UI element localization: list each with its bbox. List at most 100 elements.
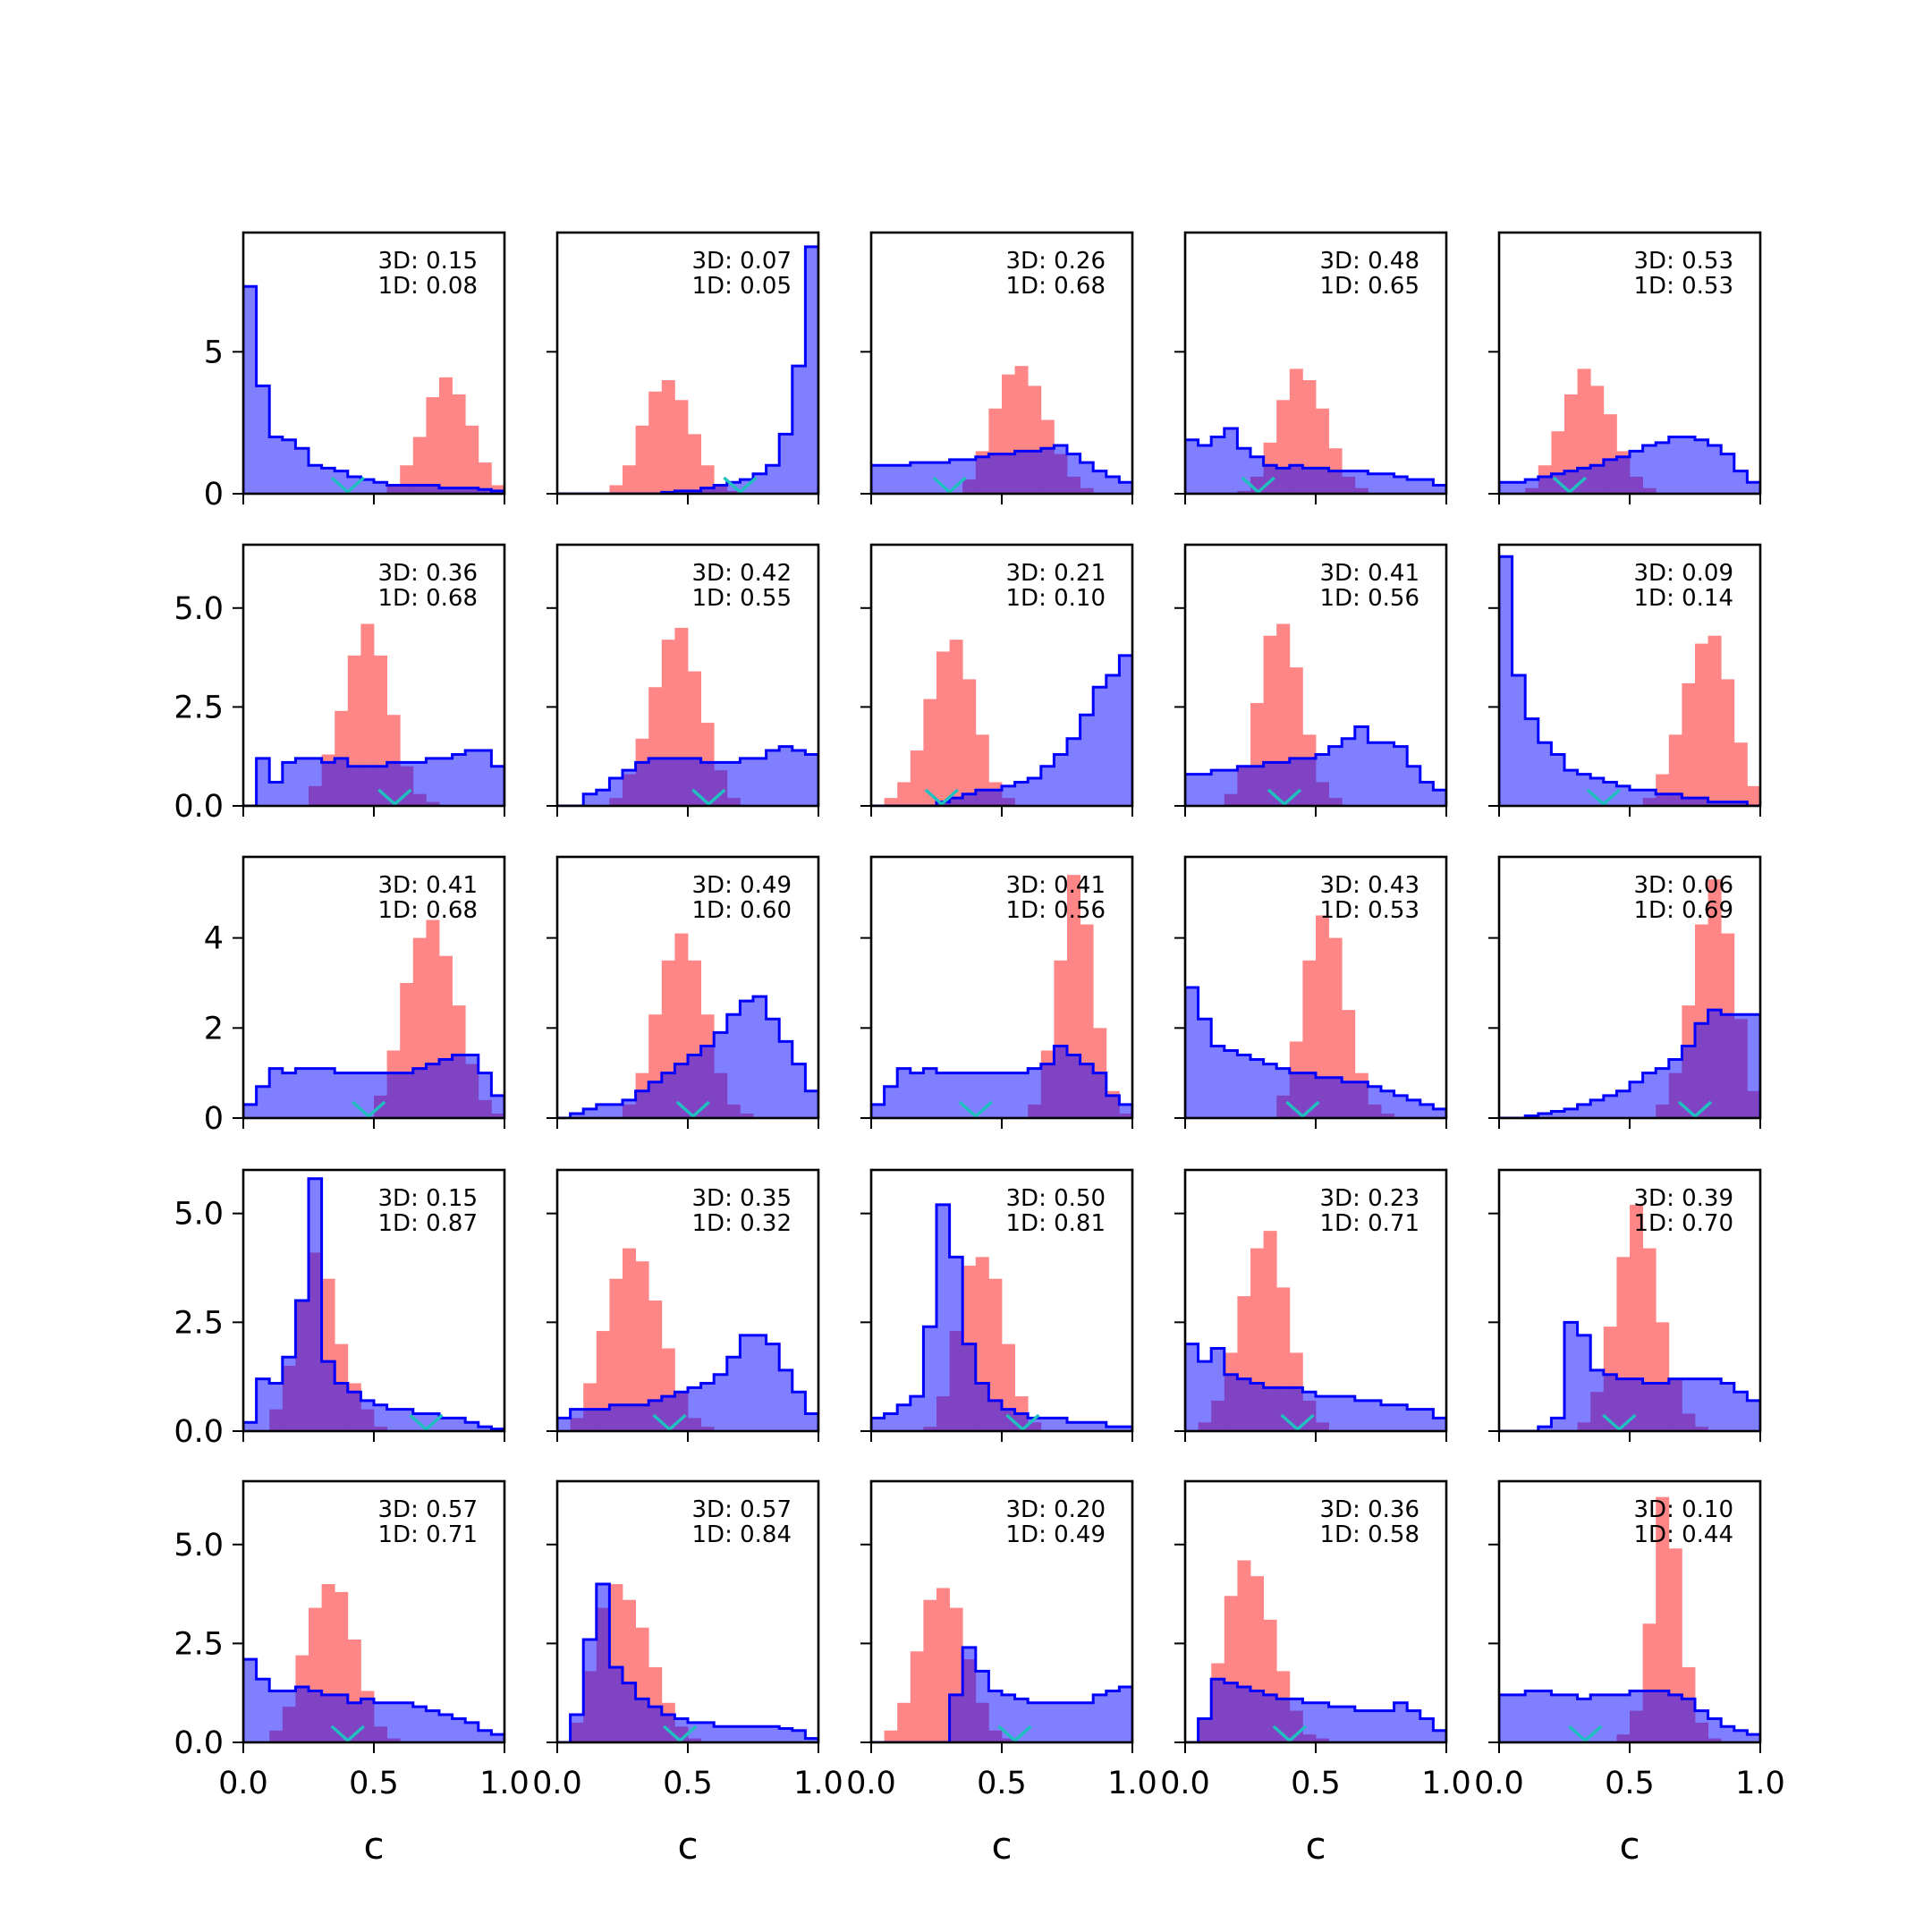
red-hist-bar [478, 462, 492, 494]
plot-area [1185, 369, 1446, 494]
plot-area [1499, 1496, 1760, 1742]
blue-hist-outline [871, 444, 1132, 494]
red-hist-bar [452, 394, 466, 494]
blue-hist-area [557, 746, 818, 806]
blue-hist-outline [1185, 986, 1446, 1118]
marker-icon [723, 476, 758, 494]
stat-label-3d: 3D: 0.36 [1320, 1496, 1419, 1523]
x-axis-label: c [677, 1824, 698, 1868]
plot-area [1499, 369, 1760, 494]
plot-area [1185, 1231, 1446, 1431]
stat-label-1d: 1D: 0.65 [1320, 273, 1419, 300]
blue-hist-outline [871, 1646, 1132, 1742]
blue-hist-area [243, 286, 504, 494]
stat-label-1d: 1D: 0.68 [378, 585, 478, 612]
blue-hist-outline [243, 749, 504, 806]
x-tick-label: 1.0 [1735, 1766, 1785, 1801]
x-tick-label: 0.0 [532, 1766, 582, 1801]
red-hist-bar [700, 465, 715, 494]
plot-area [1499, 1204, 1760, 1431]
blue-hist-area [243, 750, 504, 806]
y-tick-label: 5.0 [174, 1197, 224, 1233]
red-hist-bar [635, 425, 649, 494]
y-tick-label: 0 [204, 1101, 224, 1137]
x-tick-label: 0.5 [663, 1766, 713, 1801]
x-tick-label: 0.5 [977, 1766, 1027, 1801]
blue-hist-outline [1185, 725, 1446, 806]
marker-icon [1552, 476, 1588, 494]
blue-hist-area [871, 1046, 1132, 1118]
marker-icon [1586, 788, 1621, 806]
red-hist-bar [1302, 380, 1317, 494]
blue-hist-area [243, 1055, 504, 1118]
red-hist-bar [975, 734, 989, 806]
red-hist-bar [1721, 679, 1735, 806]
red-hist-bar [661, 380, 675, 494]
stat-label-1d: 1D: 0.71 [378, 1521, 478, 1548]
stat-label-3d: 3D: 0.26 [1006, 248, 1106, 275]
blue-hist-outline [871, 654, 1132, 806]
stat-label-1d: 1D: 0.08 [378, 273, 478, 300]
marker-icon [1677, 1100, 1713, 1118]
stat-label-1d: 1D: 0.70 [1634, 1210, 1733, 1237]
blue-hist-area [1499, 1010, 1760, 1118]
red-hist-bar [988, 1278, 1003, 1431]
x-tick-label: 0.5 [349, 1766, 399, 1801]
blue-hist-outline [1185, 1677, 1446, 1742]
stat-label-3d: 3D: 0.49 [692, 872, 792, 899]
stat-label-1d: 1D: 0.05 [692, 273, 792, 300]
x-axis-label: c [1619, 1824, 1640, 1868]
blue-hist-area [1185, 1679, 1446, 1742]
red-hist-bar [1263, 1231, 1277, 1431]
stat-label-3d: 3D: 0.09 [1634, 560, 1733, 587]
red-hist-bar [648, 1301, 663, 1431]
x-tick-label: 0.0 [1160, 1766, 1210, 1801]
stat-label-3d: 3D: 0.42 [692, 560, 792, 587]
red-hist-bar [635, 1261, 649, 1431]
x-tick-label: 1.0 [479, 1766, 530, 1801]
marker-icon [663, 1724, 698, 1742]
marker-icon [652, 1413, 687, 1431]
plot-area [871, 640, 1132, 806]
x-tick-label: 0.5 [1605, 1766, 1655, 1801]
red-hist-bar [623, 1248, 636, 1431]
blue-hist-area [1499, 556, 1760, 806]
red-hist-bar [360, 623, 375, 806]
blue-hist-area [1185, 726, 1446, 806]
stat-label-3d: 3D: 0.35 [692, 1185, 792, 1212]
y-tick-label: 5.0 [174, 1528, 224, 1563]
stat-label-3d: 3D: 0.53 [1634, 248, 1733, 275]
stat-label-1d: 1D: 0.87 [378, 1210, 478, 1237]
y-tick-label: 0 [204, 477, 224, 513]
red-hist-bar [1564, 394, 1578, 494]
plot-area [243, 1177, 504, 1431]
blue-hist-outline [557, 1582, 818, 1742]
marker-icon [1568, 1724, 1603, 1742]
blue-hist-outline [557, 745, 818, 806]
plot-area [557, 1582, 818, 1742]
blue-hist-outline [557, 1334, 818, 1431]
red-hist-bar [609, 1278, 623, 1431]
marker-icon [351, 1100, 386, 1118]
stat-label-3d: 3D: 0.15 [378, 1185, 478, 1212]
blue-hist-outline [243, 1054, 504, 1118]
red-hist-bar [1289, 369, 1303, 494]
blue-hist-area [557, 1335, 818, 1431]
x-axis-label: c [363, 1824, 384, 1868]
stat-label-1d: 1D: 0.58 [1320, 1521, 1419, 1548]
red-hist-bar [1707, 635, 1722, 806]
blue-hist-area [1499, 1690, 1760, 1742]
plot-area [557, 1248, 818, 1431]
blue-hist-outline [1499, 555, 1760, 806]
